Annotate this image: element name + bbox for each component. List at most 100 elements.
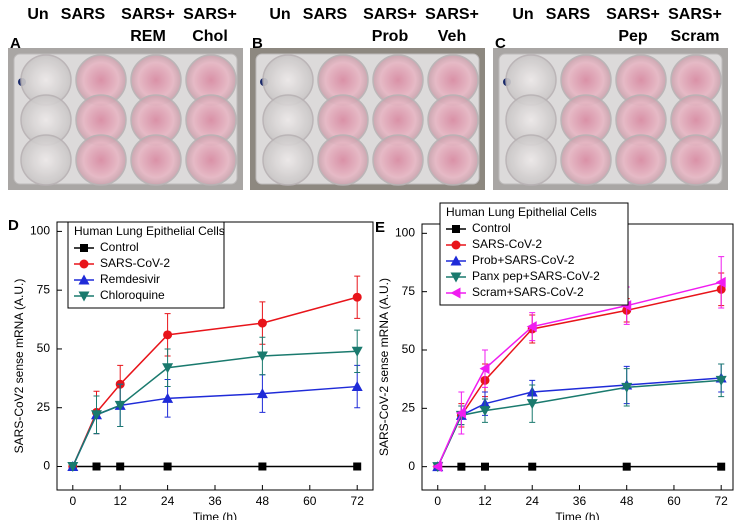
well	[505, 134, 557, 186]
marker	[162, 363, 174, 374]
x-tick-label: 0	[69, 494, 76, 508]
panel-label: D	[8, 217, 19, 234]
column-header: Chol	[192, 28, 228, 45]
column-header: SARS	[546, 6, 591, 23]
marker	[162, 392, 174, 403]
x-tick-label: 36	[208, 494, 222, 508]
well	[75, 134, 127, 186]
marker	[92, 462, 101, 471]
series-line	[437, 377, 722, 467]
column-header: SARS+	[121, 6, 175, 23]
marker	[479, 406, 491, 417]
marker	[717, 462, 726, 471]
legend-label: Remdesivir	[100, 272, 160, 286]
x-tick-label: 36	[573, 494, 587, 508]
marker	[258, 462, 267, 471]
legend-box	[439, 202, 629, 306]
column-header: SARS+	[183, 6, 237, 23]
marker	[78, 274, 90, 285]
x-tick-label: 24	[526, 494, 540, 508]
marker	[450, 255, 462, 266]
column-header: Veh	[438, 28, 466, 45]
y-tick-label: 75	[402, 284, 416, 298]
column-header: Un	[269, 6, 290, 23]
marker	[163, 462, 172, 471]
well	[130, 134, 182, 186]
well	[317, 134, 369, 186]
legend-label: SARS-CoV-2	[472, 237, 542, 251]
marker	[353, 462, 362, 471]
legend-label: Chloroquine	[100, 288, 165, 302]
x-tick-label: 0	[434, 494, 441, 508]
marker	[163, 330, 173, 340]
well	[670, 134, 722, 186]
well	[372, 134, 424, 186]
column-header: SARS	[303, 6, 348, 23]
marker	[715, 375, 727, 386]
x-tick-label: 12	[478, 494, 492, 508]
marker	[715, 276, 726, 288]
y-axis-label: SARS-CoV2 sense mRNA (A.U.)	[12, 279, 26, 454]
column-header: Scram	[671, 28, 720, 45]
marker	[480, 462, 489, 471]
x-tick-label: 12	[114, 494, 128, 508]
marker	[114, 400, 126, 411]
marker	[257, 318, 267, 328]
y-tick-label: 25	[402, 401, 416, 415]
column-header: Un	[27, 6, 48, 23]
x-tick-label: 60	[303, 494, 317, 508]
well	[615, 134, 667, 186]
column-header: SARS+	[606, 6, 660, 23]
column-header: SARS+	[425, 6, 479, 23]
marker	[450, 272, 462, 283]
well	[185, 134, 237, 186]
marker	[67, 461, 79, 472]
series-line	[437, 281, 722, 467]
column-header: SARS	[61, 6, 106, 23]
marker	[621, 300, 632, 312]
marker	[526, 321, 537, 333]
y-tick-label: 100	[30, 224, 50, 238]
legend-title: Human Lung Epithelial Cells	[74, 224, 225, 238]
x-tick-label: 48	[620, 494, 634, 508]
marker	[528, 462, 537, 471]
marker	[91, 410, 102, 421]
x-tick-label: 72	[715, 494, 729, 508]
marker	[457, 462, 466, 471]
panel-label: C	[495, 35, 506, 52]
y-tick-label: 0	[43, 459, 50, 473]
y-tick-label: 25	[37, 400, 51, 414]
marker	[256, 388, 268, 399]
column-header: REM	[130, 28, 166, 45]
panel-label: A	[10, 35, 21, 52]
y-tick-label: 50	[402, 342, 416, 356]
well	[427, 134, 479, 186]
marker	[622, 462, 631, 471]
column-header: Pep	[618, 28, 648, 45]
legend-label: Panx pep+SARS-CoV-2	[472, 269, 600, 283]
y-axis-label: SARS-CoV-2 sense mRNA (A.U.)	[377, 278, 391, 456]
marker	[116, 462, 125, 471]
legend-title: Human Lung Epithelial Cells	[446, 205, 597, 219]
column-header: SARS+	[668, 6, 722, 23]
legend-label: Control	[472, 221, 511, 235]
marker	[452, 225, 460, 233]
series-line	[72, 385, 358, 467]
series-line	[72, 350, 358, 467]
x-axis-label: Time (h)	[555, 510, 599, 520]
marker	[352, 292, 362, 302]
x-tick-label: 24	[161, 494, 175, 508]
marker	[451, 240, 461, 250]
column-header: Prob	[372, 28, 409, 45]
marker	[78, 291, 90, 302]
x-tick-label: 72	[351, 494, 365, 508]
well	[262, 134, 314, 186]
well	[20, 134, 72, 186]
column-header: SARS+	[363, 6, 417, 23]
series-line	[437, 379, 722, 467]
legend-label: Scram+SARS-CoV-2	[472, 285, 584, 299]
panel-label: B	[252, 35, 263, 52]
legend-label: Prob+SARS-CoV-2	[472, 253, 575, 267]
x-tick-label: 48	[256, 494, 270, 508]
